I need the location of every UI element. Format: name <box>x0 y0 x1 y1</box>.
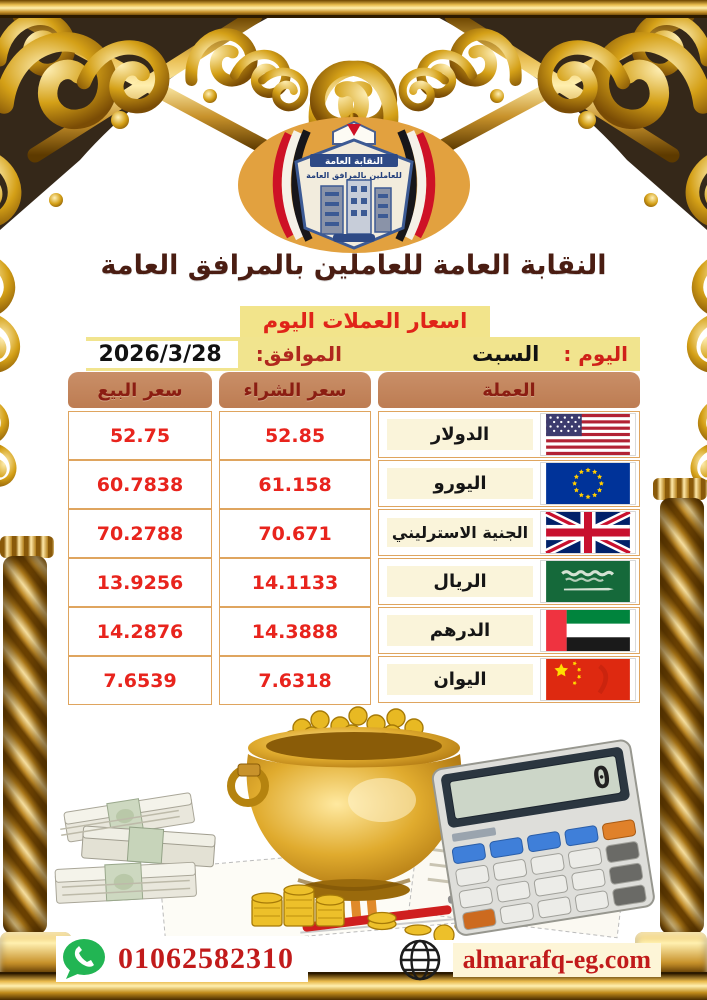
buy-price-aed: 14.3888 <box>219 607 371 656</box>
table-row-currency-usd: الدولار <box>378 411 640 458</box>
footer-website-contact: almarafq-eg.com <box>397 938 661 982</box>
flag-usa-icon <box>546 414 630 455</box>
buy-price-gbp: 70.671 <box>219 509 371 558</box>
table-row-currency-sar: الريال <box>378 558 640 605</box>
phone-number[interactable]: 01062582310 <box>118 942 294 975</box>
table-row-currency-aed: الدرهم <box>378 607 640 654</box>
currency-name: الدرهم <box>387 615 533 646</box>
org-title: النقابة العامة للعاملين بالمرافق العامة <box>100 250 607 281</box>
buy-price-cny: 7.6318 <box>219 656 371 705</box>
globe-icon <box>399 939 440 981</box>
date-label: الموافق: <box>255 342 343 366</box>
column-capital-right <box>653 478 707 500</box>
currency-name: الريال <box>387 566 533 597</box>
currency-name: اليوان <box>387 664 533 695</box>
sell-price-cny: 7.6539 <box>68 656 212 705</box>
buy-price-eur: 61.158 <box>219 460 371 509</box>
currency-rates-table: العملة سعر الشراء سعر البيع <box>68 372 640 705</box>
column-header-buy: سعر الشراء <box>219 372 371 408</box>
table-row-currency-eur: اليورو <box>378 460 640 507</box>
currency-name: الدولار <box>387 419 533 450</box>
sell-price-usd: 52.75 <box>68 411 212 460</box>
day-label: اليوم : <box>563 342 628 366</box>
calculator-display: 0 <box>590 760 613 797</box>
table-row-currency-gbp: الجنية الاسترليني <box>378 509 640 556</box>
footer-phone-contact: 01062582310 <box>56 936 308 982</box>
syndicate-logo: النقابة العامة للعاملين بالمرافق العامة <box>237 116 471 254</box>
frame-column-left <box>3 556 47 934</box>
buy-price-usd: 52.85 <box>219 411 371 460</box>
gold-money-illustration: 0 <box>54 706 655 940</box>
flag-uae-icon <box>546 610 630 651</box>
flag-saudi-arabia-icon <box>546 561 630 602</box>
date-value: 2026/3/28 <box>82 340 238 368</box>
day-value: السبت <box>472 342 540 366</box>
currency-name: اليورو <box>387 468 533 499</box>
emblem-banner-line2: للعاملين بالمرافق العامة <box>306 171 402 180</box>
table-row-currency-cny: اليوان <box>378 656 640 703</box>
frame-column-right <box>660 498 704 934</box>
whatsapp-icon <box>63 939 105 979</box>
subtitle-banner: اسعار العملات اليوم <box>240 306 490 338</box>
buy-price-sar: 14.1133 <box>219 558 371 607</box>
date-band: اليوم : السبت الموافق: 2026/3/28 <box>82 337 640 371</box>
flag-china-icon <box>546 659 630 700</box>
sell-price-gbp: 70.2788 <box>68 509 212 558</box>
emblem-banner-line1: النقابة العامة <box>325 157 383 167</box>
column-header-currency: العملة <box>378 372 640 408</box>
flag-eu-icon <box>546 463 630 504</box>
website-url[interactable]: almarafq-eg.com <box>452 943 661 977</box>
sell-price-aed: 14.2876 <box>68 607 212 656</box>
sell-price-eur: 60.7838 <box>68 460 212 509</box>
column-capital-left <box>0 536 54 558</box>
column-header-sell: سعر البيع <box>68 372 212 408</box>
currency-name: الجنية الاسترليني <box>387 518 533 547</box>
sell-price-sar: 13.9256 <box>68 558 212 607</box>
money-stacks <box>54 792 216 904</box>
calculator: 0 <box>431 739 655 936</box>
flag-uk-icon <box>544 512 632 553</box>
